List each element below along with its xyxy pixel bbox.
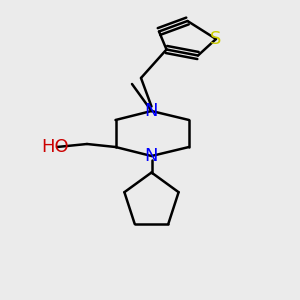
Text: N: N [145,102,158,120]
Text: S: S [210,30,222,48]
Text: HO: HO [42,138,69,156]
Text: N: N [145,147,158,165]
